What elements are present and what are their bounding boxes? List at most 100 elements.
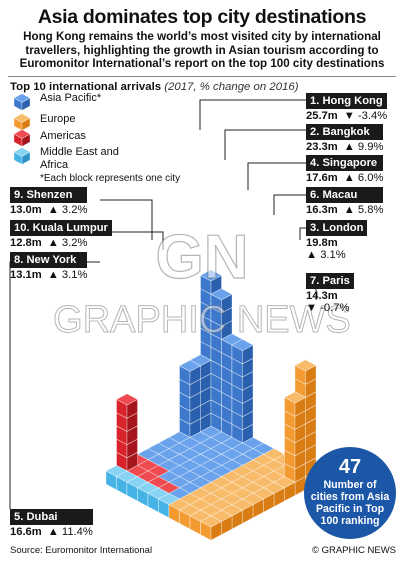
city-change: 3.2%: [61, 237, 88, 249]
leader-lines: [9, 99, 317, 509]
block-top-face: [199, 269, 223, 282]
swatch-top-face: [13, 129, 31, 139]
legend-label-asia: Asia Pacific*: [40, 92, 102, 104]
block-top-face: [199, 515, 223, 528]
up-triangle-icon: ▲: [306, 249, 318, 261]
city-name: London: [322, 222, 364, 234]
leader-line-7: [100, 231, 164, 250]
city-rank: 9.: [14, 189, 24, 201]
city-label-london: 3. London 19.8m ▲ 3.1%: [306, 220, 368, 261]
city-name: Hong Kong: [322, 95, 383, 107]
city-rank: 10.: [14, 222, 30, 234]
city-rank: 1.: [310, 95, 320, 107]
legend-swatch-0: [13, 93, 31, 111]
city-value: 12.8m: [10, 237, 42, 249]
leader-line-3: [273, 194, 306, 215]
city-block: [199, 269, 223, 295]
city-rank: 7.: [310, 275, 320, 287]
legend-swatches: [13, 93, 31, 165]
city-value: 13.0m: [10, 204, 42, 216]
page-subtitle: Hong Kong remains the world’s most visit…: [19, 30, 385, 71]
chart-heading-bold: Top 10 international arrivals: [10, 81, 162, 93]
legend-label-mea: Middle East and Africa: [40, 146, 119, 171]
leader-line-1: [224, 129, 306, 160]
city-change: 3.1%: [320, 249, 346, 261]
up-triangle-icon: ▲: [47, 204, 59, 216]
city-label-dubai: 5. Dubai 16.6m ▲ 11.4%: [10, 509, 93, 538]
up-triangle-icon: ▲: [47, 269, 59, 281]
up-triangle-icon: ▲: [343, 141, 355, 153]
city-rank: 5.: [14, 511, 24, 523]
swatch-top-face: [13, 113, 31, 123]
leader-line-2: [247, 162, 306, 190]
legend-swatch-2: [13, 129, 31, 147]
up-triangle-icon: ▲: [343, 172, 355, 184]
city-name: Paris: [322, 275, 350, 287]
city-name: New York: [26, 254, 77, 266]
leader-line-0: [199, 99, 306, 130]
city-block: [210, 288, 233, 314]
city-label-kuala-lumpur: 10. Kuala Lumpur 12.8m ▲ 3.2%: [10, 220, 112, 249]
city-change: -3.4%: [357, 110, 388, 122]
block-top-face: [231, 339, 254, 351]
city-value: 14.3m: [306, 290, 338, 302]
down-triangle-icon: ▼: [343, 110, 355, 122]
block-top-face: [283, 391, 307, 404]
city-change: 6.0%: [357, 172, 384, 184]
city-value: 17.6m: [306, 172, 338, 184]
city-change: 9.9%: [357, 141, 384, 153]
city-block: [294, 359, 317, 385]
city-value: 16.6m: [10, 526, 42, 538]
city-block: [199, 515, 223, 541]
leader-line-6: [100, 199, 153, 240]
city-value: 16.3m: [306, 204, 338, 216]
city-rank: 4.: [310, 157, 320, 169]
city-rank: 8.: [14, 254, 24, 266]
legend-label-europe: Europe: [40, 113, 76, 125]
city-label-singapore: 4. Singapore 17.6m ▲ 6.0%: [306, 155, 384, 184]
swatch-top-face: [13, 93, 31, 103]
city-name: Dubai: [26, 511, 58, 523]
city-rank: 2.: [310, 126, 320, 138]
swatch-top-face: [13, 147, 31, 157]
city-change: 5.8%: [357, 204, 384, 216]
block-top-face: [294, 359, 317, 372]
legend-label-americas: Americas: [40, 130, 86, 142]
chart-heading: Top 10 international arrivals (2017, % c…: [10, 81, 299, 93]
city-change: 3.1%: [61, 269, 88, 281]
credit-note: © GRAPHIC NEWS: [311, 545, 396, 556]
legend-swatch-1: [13, 113, 31, 131]
leader-line-4: [299, 227, 306, 240]
city-label-new-york: 8. New York 13.1m ▲ 3.1%: [10, 252, 88, 281]
city-block: [231, 339, 254, 365]
city-name: Bangkok: [322, 126, 370, 138]
city-label-bangkok: 2. Bangkok 23.3m ▲ 9.9%: [306, 124, 384, 153]
asia-count-callout: 47 Number of cities from Asia Pacific in…: [304, 447, 396, 539]
city-change: 3.2%: [61, 204, 88, 216]
legend-swatch-3: [13, 147, 31, 165]
up-triangle-icon: ▲: [343, 204, 355, 216]
city-name: Shenzen: [26, 189, 73, 201]
city-block: [115, 393, 139, 419]
page-title: Asia dominates top city destinations: [37, 6, 367, 28]
city-change: -0.7%: [320, 302, 350, 314]
city-value: 13.1m: [10, 269, 42, 281]
city-block: [231, 365, 254, 391]
up-triangle-icon: ▲: [47, 237, 59, 249]
city-label-shenzen: 9. Shenzen 13.0m ▲ 3.2%: [10, 187, 88, 216]
source-note: Source: Euromonitor International: [10, 545, 153, 556]
city-label-paris: 7. Paris 14.3m ▼ -0.7%: [306, 273, 354, 314]
block-top-face: [210, 288, 233, 301]
city-name: Singapore: [322, 157, 378, 169]
city-value: 25.7m: [306, 110, 338, 122]
city-change: 11.4%: [61, 526, 93, 538]
city-value: 19.8m: [306, 237, 338, 249]
city-rank: 6.: [310, 189, 320, 201]
up-triangle-icon: ▲: [47, 526, 59, 538]
block-top-face: [178, 359, 202, 372]
callout-text: Number of cities from Asia Pacific in To…: [310, 479, 390, 527]
chart-heading-italic: (2017, % change on 2016): [164, 81, 299, 93]
city-name: Macau: [322, 189, 358, 201]
legend-note: *Each block represents one city: [40, 173, 181, 184]
